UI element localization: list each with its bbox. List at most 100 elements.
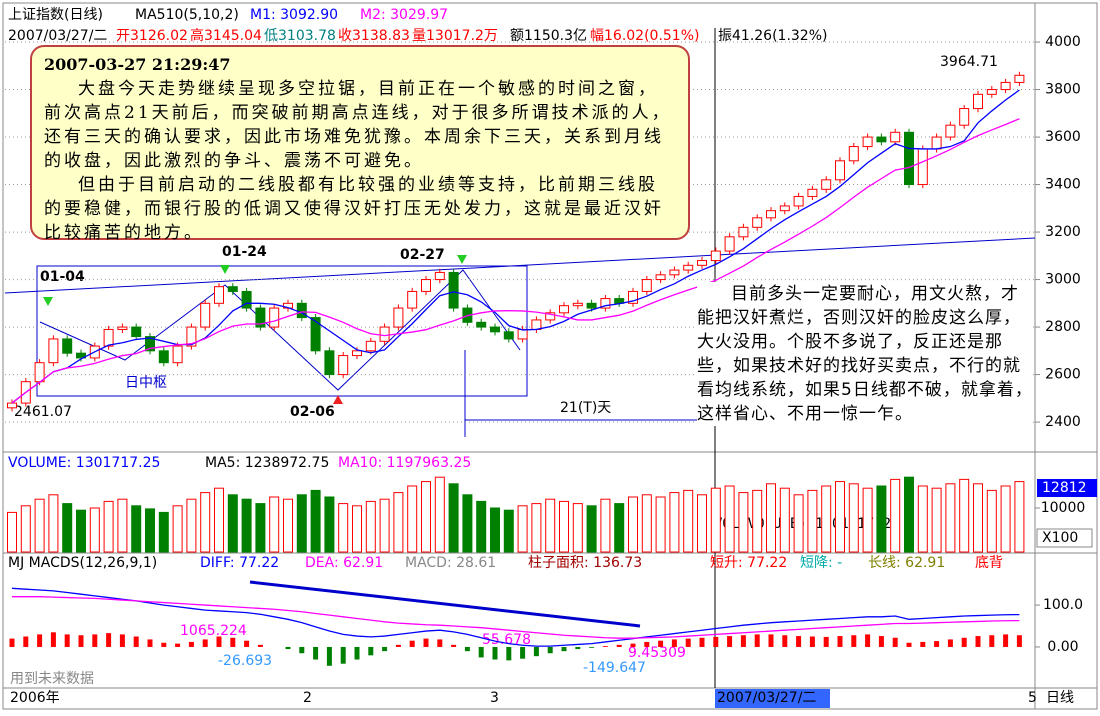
volume-bar — [7, 511, 17, 553]
volume-bar — [48, 494, 59, 553]
volume-bar — [1000, 485, 1011, 553]
macd-annotation: -26.693 — [218, 653, 272, 669]
zone-label: 日中枢 — [125, 375, 167, 391]
volume-bar — [779, 487, 790, 553]
volume-bar — [200, 492, 211, 553]
volume-bar — [269, 496, 280, 553]
quote-close: 收3138.83 — [338, 28, 410, 44]
volume-bar — [158, 511, 169, 553]
volume-bar — [490, 507, 500, 553]
candle-body — [572, 302, 583, 307]
candle-body — [848, 146, 859, 162]
volume-bar — [421, 481, 431, 553]
candle-body — [352, 350, 362, 357]
high-price: 3964.71 — [940, 54, 998, 70]
volume-bar — [904, 476, 914, 553]
candle-body — [379, 326, 390, 342]
candle-body — [145, 336, 155, 352]
volume-bar — [255, 503, 266, 553]
volume-bar — [117, 498, 128, 553]
volume-bar — [973, 483, 983, 553]
volume-bar — [531, 503, 542, 553]
candle-body — [200, 302, 211, 328]
volume-bar — [227, 494, 238, 553]
volume-bar — [848, 483, 859, 553]
volume-bar — [559, 500, 569, 553]
volume-bar — [724, 485, 735, 553]
candle-body — [1000, 81, 1011, 91]
note-paragraph: 但由于目前启动的二线股都有比较强的业绩等支持，比前期三线股的要稳健，而银行股的低… — [44, 175, 664, 243]
volume-bar — [655, 496, 666, 553]
volume-bar — [614, 503, 625, 553]
quote-volume: 量13017.2万 — [412, 28, 498, 44]
candle-body — [76, 352, 86, 359]
candle-body — [62, 338, 73, 354]
volume-bar — [476, 500, 487, 553]
volume-bar — [407, 485, 418, 553]
candle-body — [697, 260, 707, 266]
candle-body — [655, 274, 666, 281]
quote-high: 高3145.04 — [190, 27, 262, 44]
volume-bar — [959, 478, 970, 553]
wave-line — [39, 269, 521, 391]
volume-bar — [807, 489, 818, 553]
candle-body — [959, 108, 970, 126]
candle-body — [476, 321, 487, 328]
candle-body — [904, 131, 914, 186]
volume-bar — [1014, 481, 1025, 553]
volume-bar — [683, 489, 694, 553]
candle-body — [752, 217, 763, 228]
volume-bar — [62, 503, 73, 553]
candle-body — [490, 326, 500, 333]
candle-body — [890, 131, 901, 143]
candle-body — [738, 226, 749, 238]
volume-bar — [89, 507, 100, 553]
volume-bar — [931, 487, 942, 553]
volume-bar — [241, 498, 252, 553]
volume-bar — [545, 498, 556, 553]
volume-title: VOLUME: 1301717.25 — [8, 455, 160, 471]
candle-body — [434, 271, 445, 281]
arrow — [457, 255, 467, 264]
candle-body — [862, 136, 873, 148]
candle-body — [559, 305, 569, 314]
volume-bar — [628, 496, 638, 553]
volume-bar — [462, 494, 473, 553]
candle-body — [241, 290, 252, 309]
marker-label: 01-04 — [40, 269, 85, 285]
volume-ma5: MA5: 1238972.75 — [205, 455, 329, 471]
candle-body — [7, 402, 17, 409]
candle-body — [407, 290, 418, 309]
candle-body — [131, 326, 142, 338]
volume-bar — [186, 498, 197, 553]
volume-bar — [76, 509, 86, 553]
candle-body — [117, 326, 128, 330]
y-tick-label: 0.00 — [1047, 639, 1078, 655]
volume-multiplier: X100 — [1042, 530, 1078, 546]
y-tick-label: 2800 — [1045, 319, 1081, 335]
y-tick-label: 3400 — [1045, 177, 1081, 193]
volume-bar — [835, 481, 845, 553]
quote-amount: 额1150.3亿 — [510, 28, 587, 44]
candle-body — [269, 307, 280, 328]
candle-body — [517, 328, 528, 340]
volume-bar — [945, 483, 956, 553]
macd-signal: 底背 — [975, 555, 1003, 571]
candle-body — [365, 340, 376, 352]
candle-body — [807, 188, 818, 197]
candle-body — [186, 326, 197, 347]
volume-bar — [793, 494, 804, 553]
date-label: 2006年 — [10, 690, 60, 706]
macd-note: 用到未来数据 — [10, 671, 94, 687]
ma-line — [12, 596, 1020, 639]
candle-body — [973, 93, 983, 110]
y-tick-label: 4000 — [1045, 34, 1081, 50]
multiplier-box — [1036, 528, 1093, 548]
y-tick-label: 100.0 — [1043, 597, 1083, 613]
date-label: 3 — [490, 690, 499, 706]
y-tick-label: 3200 — [1045, 224, 1081, 240]
volume-bar — [669, 492, 680, 553]
candle-body — [172, 345, 183, 364]
volume-bar — [917, 485, 928, 553]
